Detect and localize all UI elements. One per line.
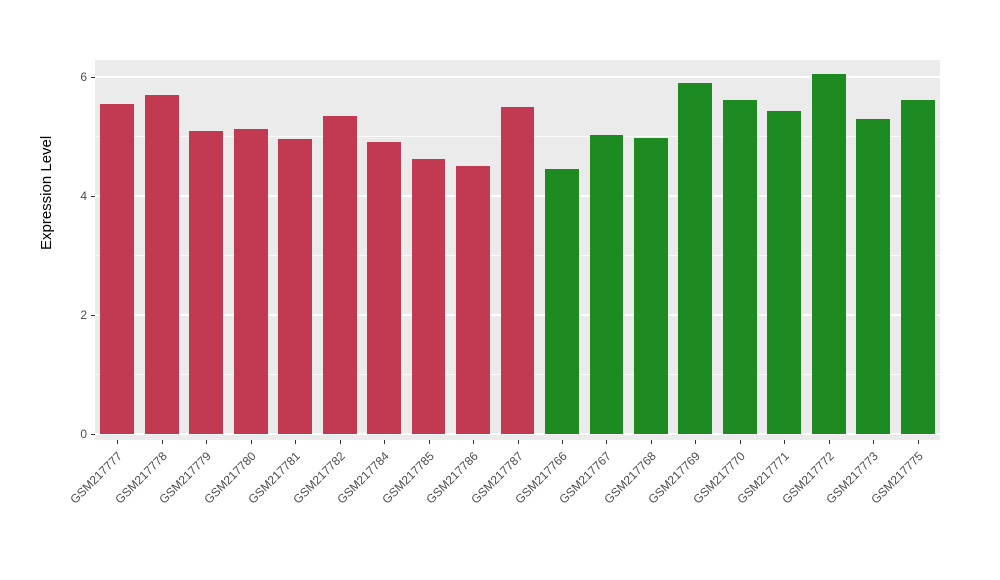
y-tick-mark (91, 195, 95, 197)
x-tick-mark (473, 440, 475, 444)
y-tick-mark (91, 314, 95, 316)
x-tick-mark (650, 440, 652, 444)
x-tick-mark (117, 440, 119, 444)
bar-GSM217778 (144, 94, 179, 434)
x-tick-mark (428, 440, 430, 444)
bar-GSM217782 (322, 115, 357, 434)
y-tick-label: 4 (80, 188, 87, 203)
bar-GSM217780 (233, 129, 268, 434)
bar-GSM217785 (411, 158, 446, 434)
x-tick-mark (828, 440, 830, 444)
x-tick-mark (384, 440, 386, 444)
bar-GSM217771 (767, 110, 802, 434)
bar-GSM217766 (545, 169, 579, 434)
x-tick-mark (917, 440, 919, 444)
y-tick-label: 2 (80, 307, 87, 322)
bar-GSM217769 (678, 82, 713, 434)
bar-GSM217784 (367, 142, 401, 434)
x-tick-mark (517, 440, 519, 444)
x-tick-mark (561, 440, 563, 444)
y-tick-label: 0 (80, 427, 87, 441)
x-tick-mark (250, 440, 252, 444)
bar-GSM217767 (589, 134, 624, 434)
bar-GSM217775 (900, 99, 935, 434)
y-tick-mark (91, 434, 95, 435)
x-tick-mark (295, 440, 297, 444)
bar-GSM217768 (634, 137, 668, 434)
x-tick-mark (339, 440, 341, 444)
bar-GSM217770 (722, 99, 757, 434)
gridline-major (95, 75, 940, 78)
bar-GSM217773 (856, 118, 891, 434)
x-tick-mark (206, 440, 208, 444)
gridline-major (95, 433, 940, 435)
bar-GSM217786 (456, 166, 490, 434)
y-tick-mark (91, 76, 95, 78)
plot-area (95, 60, 940, 440)
bar-GSM217781 (278, 139, 313, 434)
bar-GSM217772 (811, 74, 846, 434)
x-tick-mark (739, 440, 741, 444)
x-tick-mark (606, 440, 608, 444)
bar-GSM217787 (500, 106, 535, 434)
x-tick-mark (695, 440, 697, 444)
bar-GSM217779 (189, 130, 224, 434)
y-tick-label: 6 (80, 69, 87, 84)
bar-GSM217777 (100, 103, 135, 434)
x-tick-mark (161, 440, 163, 444)
x-tick-mark (784, 440, 786, 444)
x-tick-mark (873, 440, 875, 444)
